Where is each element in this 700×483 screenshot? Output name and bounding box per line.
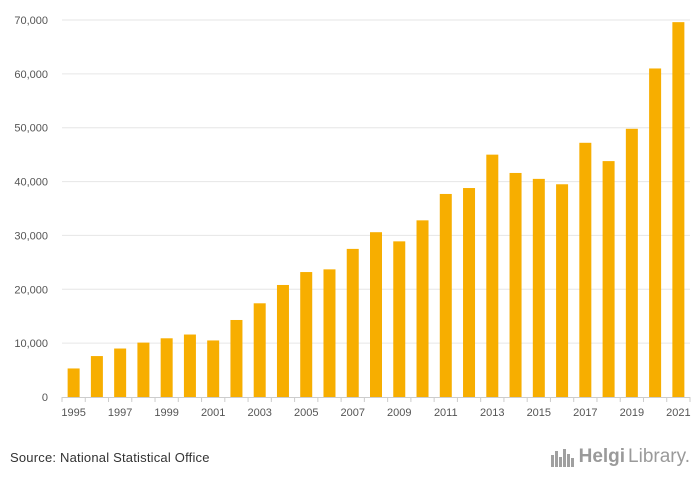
helgi-library-logo: Helgi Library. xyxy=(550,446,690,468)
x-tick-label: 2007 xyxy=(340,407,364,419)
bar-1995 xyxy=(67,368,80,397)
bar-2003 xyxy=(253,303,266,397)
x-tick-label: 2001 xyxy=(201,407,225,419)
bar-2016 xyxy=(556,184,569,397)
x-tick-label: 2015 xyxy=(527,407,551,419)
logo-text-library: Library. xyxy=(628,446,690,467)
bar-2018 xyxy=(602,161,615,397)
bar-2013 xyxy=(486,154,499,397)
x-tick-label: 1999 xyxy=(154,407,178,419)
bar-2002 xyxy=(230,319,243,397)
y-tick-label: 20,000 xyxy=(14,284,48,296)
y-tick-label: 50,000 xyxy=(14,123,48,135)
y-tick-label: 10,000 xyxy=(14,338,48,350)
x-tick-label: 2021 xyxy=(666,407,690,419)
axes xyxy=(61,397,691,402)
bar-2004 xyxy=(276,284,289,397)
y-tick-label: 30,000 xyxy=(14,230,48,242)
x-axis-labels: 1995 1997 1999 2001 2003 2005 2007 2009 2011 2013… xyxy=(61,407,690,419)
x-tick-label: 2009 xyxy=(387,407,411,419)
bar-2011 xyxy=(439,193,452,397)
city-skyline-icon xyxy=(550,449,574,467)
x-tick-label: 1995 xyxy=(61,407,85,419)
bar-2007 xyxy=(346,248,359,397)
bar-2001 xyxy=(207,340,220,397)
x-tick-label: 2005 xyxy=(294,407,318,419)
logo-text-helgi: Helgi xyxy=(578,446,626,467)
x-tick-label: 2013 xyxy=(480,407,504,419)
x-tick-label: 2017 xyxy=(573,407,597,419)
bar-2021 xyxy=(672,22,685,397)
bar-2020 xyxy=(649,68,662,397)
bar-chart: 0 10,000 20,000 30,000 40,000 50,000 60,000 70,… xyxy=(14,15,691,419)
source-note: Source: National Statistical Office xyxy=(10,450,210,465)
y-tick-label: 60,000 xyxy=(14,69,48,81)
bars xyxy=(67,22,685,397)
bar-2009 xyxy=(393,241,406,397)
bar-2010 xyxy=(416,220,429,397)
bar-2017 xyxy=(579,142,592,397)
x-tick-label: 1997 xyxy=(108,407,132,419)
bar-2014 xyxy=(509,172,522,397)
bar-1996 xyxy=(90,356,103,397)
y-tick-label: 70,000 xyxy=(14,15,48,27)
bar-1999 xyxy=(160,338,173,397)
bar-1997 xyxy=(114,348,127,397)
x-tick-label: 2019 xyxy=(620,407,644,419)
bar-2006 xyxy=(323,269,336,397)
bar-2015 xyxy=(532,178,545,397)
bar-2000 xyxy=(183,334,196,397)
bar-1998 xyxy=(137,342,150,397)
bar-2005 xyxy=(300,272,313,397)
y-tick-label: 0 xyxy=(42,392,48,404)
x-tick-label: 2003 xyxy=(247,407,271,419)
x-tick-label: 2011 xyxy=(434,407,458,419)
bar-2008 xyxy=(370,232,382,397)
y-tick-label: 40,000 xyxy=(14,177,48,189)
y-axis-labels: 0 10,000 20,000 30,000 40,000 50,000 60,000 70,… xyxy=(14,15,48,404)
bar-2019 xyxy=(625,128,638,397)
bar-2012 xyxy=(463,188,476,397)
